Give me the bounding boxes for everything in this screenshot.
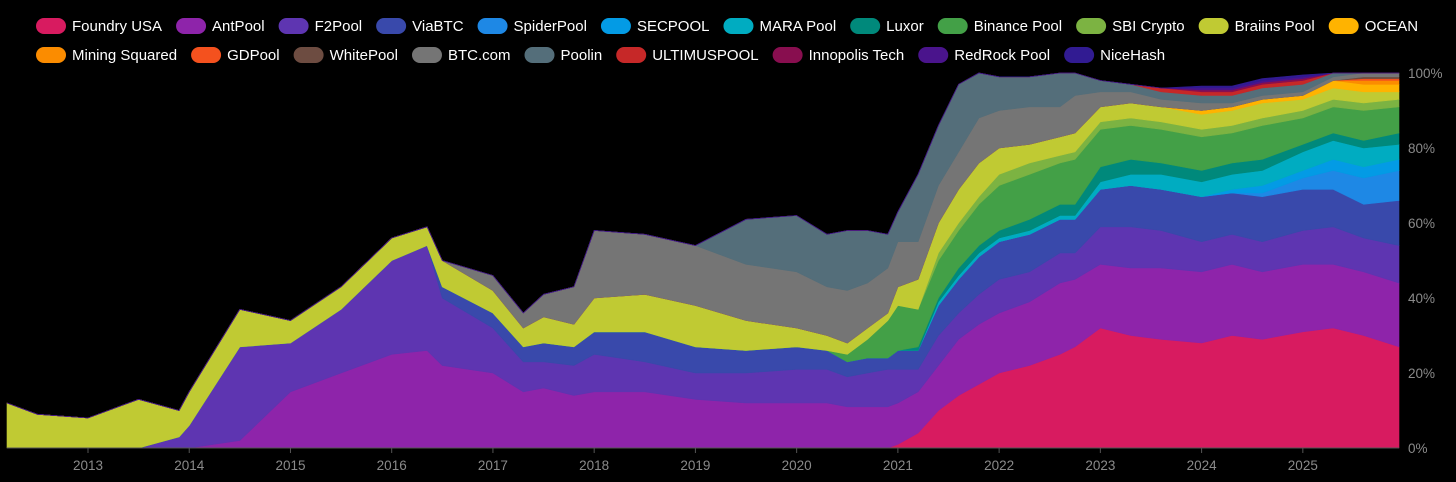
legend-swatch [176, 18, 207, 34]
legend-item-gdpool[interactable]: GDPool [191, 47, 280, 64]
legend-label: Binance Pool [974, 18, 1062, 35]
legend-swatch [918, 47, 949, 63]
legend-item-ultimuspool[interactable]: ULTIMUSPOOL [616, 47, 759, 64]
legend-label: Innopolis Tech [809, 47, 905, 64]
legend-item-f2pool[interactable]: F2Pool [278, 18, 363, 35]
x-tick-label: 2020 [782, 458, 812, 473]
legend-swatch [937, 18, 968, 34]
legend-label: AntPool [212, 18, 265, 35]
y-axis-ticks: 0% 20% 40% 60% 80% 100% [1408, 66, 1443, 456]
x-tick-label: 2017 [478, 458, 508, 473]
legend-item-poolin[interactable]: Poolin [524, 47, 603, 64]
legend-swatch [191, 47, 222, 63]
series-areas [6, 72, 1400, 449]
y-tick-label: 40% [1408, 291, 1435, 306]
legend-item-luxor[interactable]: Luxor [850, 18, 924, 35]
x-tick-label: 2014 [174, 458, 205, 473]
legend-swatch [1328, 18, 1359, 34]
legend-item-mining-squared[interactable]: Mining Squared [36, 47, 177, 64]
legend-swatch [1198, 18, 1229, 34]
x-tick-label: 2019 [680, 458, 710, 473]
legend-label: MARA Pool [759, 18, 836, 35]
legend-swatch [600, 18, 631, 34]
legend-label: Mining Squared [72, 47, 177, 64]
area-nicehash [6, 72, 1399, 419]
legend-swatch [411, 47, 442, 63]
legend-swatch [278, 18, 309, 34]
legend-label: SBI Crypto [1112, 18, 1185, 35]
legend-label: BTC.com [448, 47, 511, 64]
legend-swatch [376, 18, 407, 34]
x-tick-label: 2016 [377, 458, 407, 473]
legend-label: ULTIMUSPOOL [652, 47, 758, 64]
legend-swatch [477, 18, 508, 34]
legend-label: Braiins Pool [1235, 18, 1315, 35]
legend-swatch [1064, 47, 1095, 63]
x-tick-label: 2021 [883, 458, 913, 473]
legend-item-antpool[interactable]: AntPool [176, 18, 265, 35]
legend-item-secpool[interactable]: SECPOOL [600, 18, 710, 35]
legend-label: WhitePool [330, 47, 398, 64]
legend-label: RedRock Pool [954, 47, 1050, 64]
x-tick-label: 2022 [984, 458, 1014, 473]
legend-swatch [1076, 18, 1107, 34]
legend-item-foundry-usa[interactable]: Foundry USA [36, 18, 162, 35]
legend-swatch [850, 18, 881, 34]
legend: Foundry USA AntPool F2Pool ViaBTC SpiderPool… [36, 18, 1418, 64]
legend-label: NiceHash [1100, 47, 1165, 64]
legend-label: GDPool [227, 47, 280, 64]
legend-swatch [772, 47, 803, 63]
legend-label: Poolin [561, 47, 603, 64]
legend-label: SECPOOL [637, 18, 710, 35]
legend-swatch [293, 47, 324, 63]
legend-swatch [524, 47, 555, 63]
legend-item-whitepool[interactable]: WhitePool [293, 47, 398, 64]
legend-swatch [723, 18, 754, 34]
x-tick-label: 2024 [1187, 458, 1218, 473]
x-tick-label: 2018 [579, 458, 609, 473]
legend-item-binance-pool[interactable]: Binance Pool [937, 18, 1062, 35]
y-tick-label: 0% [1408, 441, 1428, 456]
y-tick-label: 80% [1408, 141, 1435, 156]
legend-item-innopolis-tech[interactable]: Innopolis Tech [772, 47, 905, 64]
legend-label: ViaBTC [412, 18, 464, 35]
legend-label: OCEAN [1365, 18, 1418, 35]
y-tick-label: 100% [1408, 66, 1443, 81]
legend-label: Luxor [886, 18, 924, 35]
legend-item-mara-pool[interactable]: MARA Pool [723, 18, 836, 35]
legend-item-viabtc[interactable]: ViaBTC [376, 18, 464, 35]
x-tick-label: 2015 [275, 458, 305, 473]
x-tick-label: 2023 [1085, 458, 1115, 473]
legend-swatch [36, 47, 66, 63]
legend-item-nicehash[interactable]: NiceHash [1064, 47, 1165, 64]
legend-label: F2Pool [315, 18, 363, 35]
x-tick-label: 2013 [73, 458, 103, 473]
y-tick-label: 20% [1408, 366, 1435, 381]
legend-item-braiins-pool[interactable]: Braiins Pool [1198, 18, 1315, 35]
legend-label: SpiderPool [514, 18, 587, 35]
legend-item-ocean[interactable]: OCEAN [1328, 18, 1418, 35]
legend-item-sbi-crypto[interactable]: SBI Crypto [1076, 18, 1185, 35]
legend-swatch [36, 18, 66, 34]
y-tick-label: 60% [1408, 216, 1435, 231]
legend-item-redrock-pool[interactable]: RedRock Pool [918, 47, 1050, 64]
legend-swatch [616, 47, 647, 63]
x-axis-ticks: 2013 2014 2015 2016 2017 2018 2019 2020 2021 2022… [73, 448, 1318, 473]
legend-label: Foundry USA [72, 18, 162, 35]
legend-item-btc-com[interactable]: BTC.com [411, 47, 511, 64]
x-tick-label: 2025 [1288, 458, 1318, 473]
legend-item-spiderpool[interactable]: SpiderPool [477, 18, 587, 35]
